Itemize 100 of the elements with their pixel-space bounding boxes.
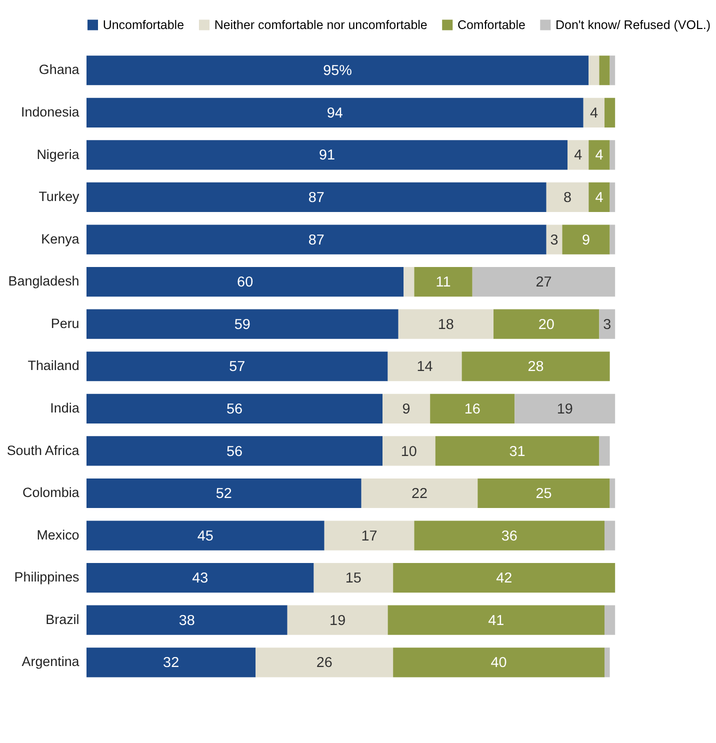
y-tick-label: Nigeria: [36, 146, 80, 162]
data-label: 36: [501, 528, 518, 544]
y-tick-label: Peru: [50, 316, 80, 331]
data-label: 9: [402, 401, 410, 418]
data-label: 38: [178, 612, 195, 629]
legend-label: Neither comfortable nor uncomfortable: [214, 18, 428, 32]
data-label: 56: [226, 401, 243, 418]
bar: [562, 224, 610, 254]
data-label: 18: [438, 316, 454, 333]
bar: [599, 436, 610, 466]
bar: [514, 394, 616, 424]
bar: [393, 648, 605, 678]
bar: [546, 182, 589, 212]
y-tick-label: Colombia: [22, 485, 80, 500]
data-label: 40: [490, 655, 507, 672]
data-label: 28: [528, 359, 544, 376]
bar: [86, 56, 589, 86]
data-label: 4: [590, 105, 598, 122]
data-label: 22: [411, 486, 428, 502]
bar: [86, 478, 362, 508]
data-label: 4: [595, 190, 604, 206]
bar: [604, 520, 616, 550]
y-tick-label: Thailand: [28, 358, 80, 374]
data-label: 87: [308, 190, 324, 206]
bar: [604, 648, 610, 678]
bar: [287, 605, 388, 635]
bar: [382, 436, 436, 466]
bar: [86, 182, 546, 212]
bar: [610, 224, 616, 254]
bar: [86, 605, 288, 635]
bar: [546, 224, 562, 254]
bar: [86, 309, 398, 339]
y-tick-label: Argentina: [22, 654, 80, 670]
data-label: 59: [234, 316, 250, 333]
bar: [604, 605, 616, 635]
data-label: 25: [536, 486, 552, 502]
bar: [610, 140, 616, 170]
bar: [86, 520, 324, 550]
bar: [610, 182, 616, 212]
data-label: 3: [550, 232, 558, 248]
bar: [462, 352, 610, 382]
data-label: 11: [436, 274, 451, 291]
y-tick-label: South Africa: [6, 442, 80, 458]
data-label: 43: [192, 570, 208, 587]
data-label: 4: [595, 148, 604, 164]
bar: [398, 309, 494, 339]
data-label: 60: [237, 274, 254, 291]
bar: [599, 309, 616, 339]
y-tick-label: Brazil: [46, 612, 80, 627]
data-label: 42: [496, 570, 512, 587]
data-label: 8: [564, 190, 572, 206]
data-label: 94: [326, 105, 343, 122]
data-label: 10: [400, 444, 417, 460]
bar: [86, 563, 314, 593]
bar: [435, 436, 600, 466]
y-tick-label: Indonesia: [21, 104, 80, 120]
data-label: 4: [574, 148, 582, 164]
bar: [361, 478, 478, 508]
data-label: 3: [603, 316, 612, 333]
data-label: 56: [226, 444, 243, 460]
bar: [86, 140, 568, 170]
legend-label: Comfortable: [457, 18, 526, 32]
bar: [583, 98, 605, 128]
data-label: 9: [582, 232, 590, 248]
bar: [588, 56, 600, 86]
bar: [388, 605, 605, 635]
data-label: 19: [556, 401, 573, 418]
y-tick-label: Kenya: [41, 231, 80, 246]
data-label: 15: [345, 570, 362, 587]
data-label: 57: [229, 359, 246, 376]
data-label: 27: [536, 274, 552, 291]
bar: [86, 394, 383, 424]
y-tick-label: Turkey: [38, 189, 80, 204]
y-tick-label: Ghana: [38, 62, 80, 78]
data-label: 17: [361, 528, 378, 544]
y-tick-label: Philippines: [14, 570, 80, 585]
data-label: 16: [464, 401, 480, 418]
bar: [414, 520, 605, 550]
data-label: 19: [330, 612, 346, 629]
bar: [86, 436, 383, 466]
y-tick-label: India: [50, 400, 80, 416]
data-label: 20: [538, 316, 554, 333]
data-label: 14: [416, 359, 433, 376]
data-label: 45: [197, 528, 214, 544]
bar: [588, 140, 610, 170]
bar: [588, 182, 610, 212]
bar: [86, 267, 404, 297]
bar: [324, 520, 414, 550]
bar: [494, 309, 600, 339]
bar: [382, 394, 430, 424]
bar: [478, 478, 610, 508]
bar: [404, 267, 414, 297]
bar: [86, 648, 256, 678]
bar: [610, 56, 616, 86]
bar: [472, 267, 616, 297]
bar: [414, 267, 472, 297]
data-label: 52: [216, 486, 232, 502]
legend-label: Don't know/ Refused (VOL.): [556, 18, 711, 32]
data-label: 91: [318, 148, 336, 164]
bar: [86, 224, 546, 254]
